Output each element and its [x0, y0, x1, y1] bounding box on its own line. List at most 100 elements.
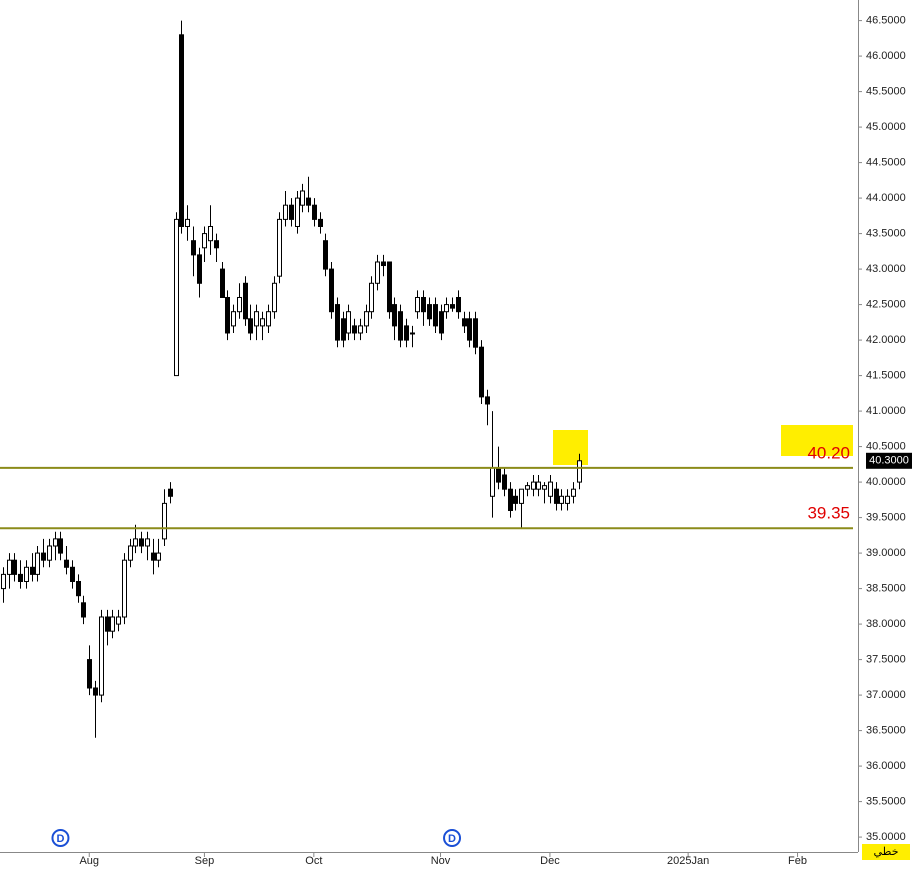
candle-body	[7, 559, 12, 575]
candle-body	[225, 296, 230, 334]
candle-body	[387, 261, 392, 313]
candle-body	[87, 659, 92, 689]
candle-body	[341, 318, 346, 341]
candle-body	[381, 261, 386, 267]
candle-body	[479, 346, 484, 398]
candle-body	[571, 488, 576, 497]
y-tick-label: 39.0000	[866, 547, 906, 559]
y-tick-label: 40.0000	[866, 476, 906, 488]
candle-body	[415, 296, 420, 313]
candle-body	[502, 474, 507, 490]
candle-body	[554, 488, 559, 504]
candle-body	[122, 559, 127, 618]
candle-body	[536, 481, 541, 490]
y-tick-label: 38.5000	[866, 582, 906, 594]
candle-body	[392, 304, 397, 327]
candle-body	[548, 481, 553, 497]
candle-body	[473, 318, 478, 348]
last-price-box	[866, 452, 912, 469]
x-tick-label: Dec	[540, 855, 560, 867]
candle-body	[53, 538, 58, 547]
candle-body	[179, 34, 184, 227]
candle-body	[243, 282, 248, 320]
dividend-label: D	[448, 833, 456, 845]
candle-body	[300, 190, 305, 206]
candle-body	[237, 296, 242, 313]
y-tick-label: 43.5000	[866, 227, 906, 239]
y-tick-label: 35.5000	[866, 795, 906, 807]
candle-body	[439, 311, 444, 334]
candle-body	[329, 268, 334, 313]
candle-body	[525, 485, 530, 490]
candle-body	[369, 282, 374, 313]
candle-body	[295, 197, 300, 227]
y-tick-label: 46.0000	[866, 50, 906, 62]
candle-body	[35, 552, 40, 575]
scale-mode-box[interactable]	[862, 844, 910, 860]
x-tick-label: 2025Jan	[667, 855, 709, 867]
y-tick-label: 39.5000	[866, 511, 906, 523]
level-label: 39.35	[807, 504, 850, 523]
candle-body	[260, 318, 265, 327]
level-label: 40.20	[807, 443, 850, 462]
y-tick-label: 43.0000	[866, 263, 906, 275]
y-tick-label: 35.0000	[866, 831, 906, 843]
candle-body	[81, 602, 86, 618]
candle-body	[306, 197, 311, 206]
candle-body	[162, 502, 167, 540]
candle-body	[283, 204, 288, 220]
candle-body	[531, 481, 536, 490]
candle-body	[76, 580, 81, 597]
candle-body	[364, 311, 369, 327]
candle-body	[18, 573, 23, 582]
candle-body	[375, 261, 380, 284]
candle-body	[433, 304, 438, 327]
candle-body	[577, 460, 582, 483]
candle-body	[64, 559, 69, 568]
candle-body	[542, 485, 547, 490]
candle-body	[197, 254, 202, 284]
candle-body	[12, 559, 17, 575]
scale-mode[interactable]: خطي	[874, 846, 899, 858]
candle-body	[24, 566, 29, 582]
candle-body	[323, 240, 328, 270]
candle-body	[272, 282, 277, 313]
candle-body	[248, 318, 253, 334]
candle-body	[214, 240, 219, 249]
candle-body	[559, 495, 564, 504]
candle-body	[156, 552, 161, 561]
dividend-marker	[443, 829, 462, 847]
candle-body	[513, 495, 518, 504]
candle-body	[444, 304, 449, 313]
candle-body	[490, 467, 495, 497]
y-tick-label: 42.5000	[866, 298, 906, 310]
y-tick-label: 36.5000	[866, 724, 906, 736]
candle-body	[450, 304, 455, 309]
x-tick-label: Feb	[788, 855, 807, 867]
y-tick-label: 41.5000	[866, 369, 906, 381]
candle-body	[133, 538, 138, 547]
candle-body	[191, 240, 196, 256]
candle-body	[58, 538, 63, 554]
candle-body	[208, 225, 213, 242]
candle-body	[231, 311, 236, 327]
y-tick-label: 42.0000	[866, 334, 906, 346]
y-tick-label: 36.0000	[866, 760, 906, 772]
candle-body	[427, 304, 432, 320]
candle-body	[277, 218, 282, 277]
candle-body	[398, 311, 403, 341]
y-tick-label: 40.5000	[866, 440, 906, 452]
candle-body	[30, 566, 35, 575]
candle-body	[335, 304, 340, 341]
candle-body	[496, 467, 501, 483]
candle-body	[47, 545, 52, 561]
candle-body	[254, 311, 259, 327]
candle-body	[168, 488, 173, 497]
candle-body	[145, 538, 150, 547]
candle-body	[410, 332, 415, 335]
candle-body	[421, 296, 426, 313]
candle-body	[358, 325, 363, 334]
candle-body	[346, 311, 351, 334]
